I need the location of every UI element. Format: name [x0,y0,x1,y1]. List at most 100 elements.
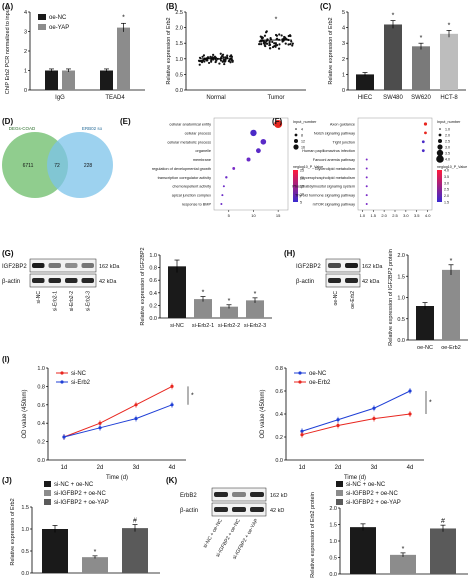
panel-f-color-title: neglog10_P_Value [437,165,467,169]
panel-j-legend-swatch [44,499,51,505]
panel-b-point [222,56,225,59]
panel-e-legend-size: 8 [301,134,303,138]
panel-a-legend-label: oe-YAP [49,25,69,31]
panel-e-color-tick: 25 [300,169,304,173]
panel-b-point [213,55,217,58]
panel-f-term: Glycerophospholipid metabolism [300,176,355,180]
panel-g-bar [220,306,238,318]
panel-f-legend-size: 3.0 [445,146,450,150]
panel-j: si-NC + oe-NC si-IGFBP2 + oe-NC si-IGFBP2 … [10,481,160,577]
panel-e-colorbar [293,170,298,202]
panel-g-ytick-label: 0.4 [149,291,157,297]
panel-i-left-ytick-label: 1.0 [37,366,45,372]
panel-k-legend-swatch [336,481,343,487]
panel-b-point [224,56,227,59]
panel-i-left-legend-label: si-Erb2 [71,380,91,386]
panel-h-star: * [450,258,453,265]
panel-h-blot-bottom [325,273,361,288]
panel-k-band-top [232,492,246,497]
panel-e-term: cellular metabolic process [167,140,211,144]
panel-b-point [283,37,286,40]
panel-e-legend-dot [293,144,299,150]
panel-c-bar [356,74,374,90]
panel-f-dot [421,140,425,144]
panel-f-dot [365,185,368,188]
panel-b-ytick-label: 2.0 [175,26,183,32]
panel-i-right-ytick-label: 0.0 [275,458,283,464]
panel-g-blot-top-label: IGF2BP2 [2,264,27,270]
panel-f-color-tick: 4.0 [444,169,449,173]
panel-f-xtick-label: 3.5 [414,213,420,218]
panel-c-star: * [392,13,395,20]
panel-b-point [231,60,234,63]
panel-i-right-xtick-label: 4d [407,465,414,471]
panel-j-ytick-label: 1.5 [21,505,29,511]
panel-b-point [211,56,214,59]
panel-k-band-bottom [214,507,228,512]
panel-c-ytick-label: 3 [342,41,345,47]
panel-i-left-legend-dot [60,371,64,375]
panel-e-color-tick: 5 [300,201,302,205]
panel-g-category: si-Erb2-3 [244,323,266,329]
panel-a-bar [117,27,130,91]
panel-i-left-xtick-label: 3d [133,465,140,471]
panel-b-point [280,34,283,37]
panel-e-term: membrane [193,158,211,162]
panel-k-band-top [250,492,264,497]
panel-g-category: si-Erb2-2 [218,323,240,329]
panel-b-point [258,43,261,46]
panel-f-xtick-label: 1.5 [370,213,376,218]
panel-k-star: * [402,546,405,553]
panel-k: ErbB2 β-actin 162 kD 42 kD si-NC + oe-NC si-I… [180,481,468,578]
panel-f-term: Axon guidance [330,123,355,127]
panel-e-dot [256,148,261,154]
panel-f-legend-dot [438,139,442,143]
panel-j-ytick-label: 0.0 [21,571,29,577]
panel-h-kda-top: 162 kDa [362,264,383,270]
panel-h-kda-bottom: 42 kDa [362,279,380,285]
panel-g-band-bottom [81,278,94,283]
panel-i-left-letter: (I) [2,355,10,364]
panel-b-point [226,56,229,59]
panel-e-term: chemorepellent activity [172,185,211,189]
panel-f-dot [365,203,368,205]
panel-e-dot [246,157,251,162]
panel-f-term: mTOR signaling pathway [313,203,355,207]
panel-f-legend-dot [437,144,443,150]
panel-b-point [274,43,277,47]
panel-a-legend-swatch [38,24,46,30]
panel-f-frame [357,117,433,211]
panel-e-term: cellular anatomical entity [169,123,211,127]
panel-k-bar [350,527,376,574]
panel-i-right-ytick-label: 0.4 [275,412,283,418]
panel-i-left-xtick-label: 1d [61,465,68,471]
panel-g-band-top [32,263,45,268]
panel-j-ylabel: Relative expression of Erb2 [10,498,16,565]
panel-e-dot [222,185,225,188]
panel-g-ytick-label: 0.6 [149,278,157,284]
panel-h-bar [416,306,434,340]
panel-e-legend-size: 4 [301,128,303,132]
panel-a-category: IgG [55,95,65,101]
panel-b-point [274,45,277,48]
panel-e-frame [213,117,289,211]
panel-j-ytick-label: 0.5 [21,549,29,555]
panel-f-legend-size: 2.5 [445,140,450,144]
panel-b-point [222,60,225,63]
panel-f-color-tick: 3.5 [444,175,449,179]
panel-i-right-ytick-label: 0.6 [275,389,283,395]
panel-f-dot [423,122,428,126]
panel-h-bar [442,269,460,340]
panel-b-point [263,34,267,37]
panel-e-legend-dot [294,139,298,143]
panel-k-band-bottom [250,507,264,512]
panel-f-legend-dot [436,155,444,163]
panel-c-letter: (C) [320,2,331,11]
panel-j-bar [122,528,148,573]
panel-h: IGF2BP2 β-actin 162 kDa 42 kDa oe-NC oe-Erb2 0… [296,249,468,351]
panel-b-category: Normal [206,95,225,101]
panel-h-blot-top-label: IGF2BP2 [296,264,321,270]
panel-k-blot-top-label: ErbB2 [180,493,197,499]
panel-i-right: 0.0 0.2 0.4 0.6 0.8 OD value (450nm) Time (d) 1… [260,366,432,481]
